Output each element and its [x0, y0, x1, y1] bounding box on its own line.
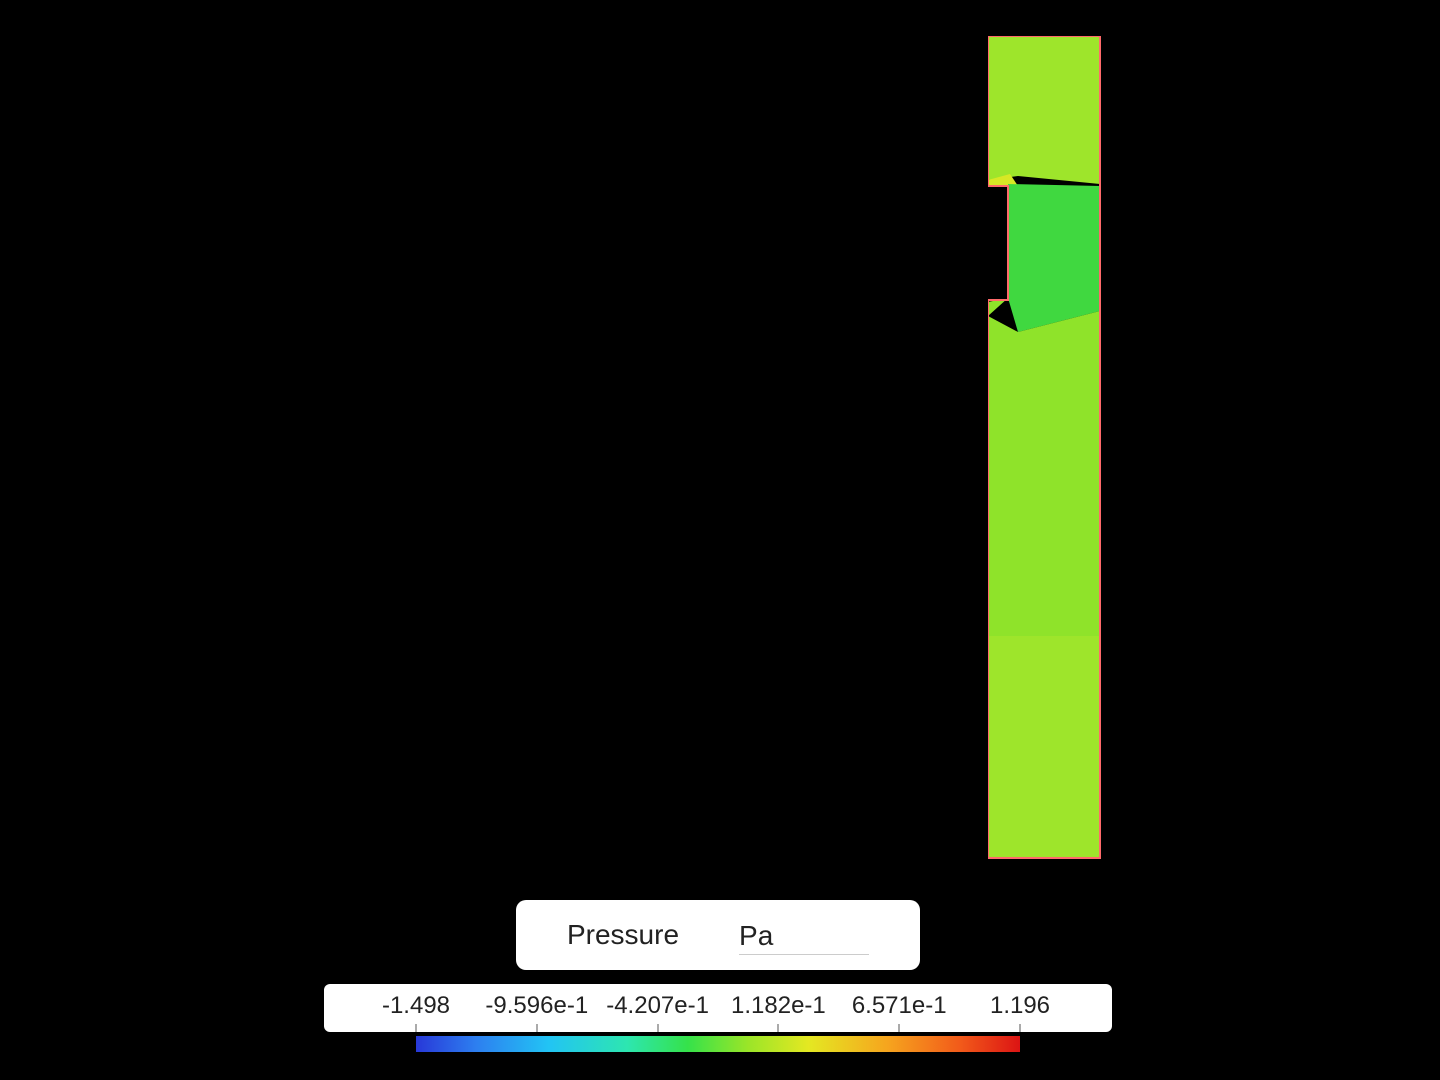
pressure-contour-geometry [988, 36, 1102, 860]
colorbar-tick-label: -1.498 [382, 992, 450, 1020]
colorbar-tick-label: -4.207e-1 [606, 992, 709, 1020]
contour-region-notch-green [1008, 184, 1100, 332]
colorbar-tick-mark [536, 1024, 537, 1032]
colorbar-tick-mark [657, 1024, 658, 1032]
colorbar-gradient-rect [416, 1036, 1020, 1052]
legend-quantity-label: Pressure [567, 919, 679, 951]
colorbar-tick-label: -9.596e-1 [485, 992, 588, 1020]
colorbar-tick-mark [899, 1024, 900, 1032]
colorbar-gradient [416, 1036, 1020, 1052]
contour-region-mid-lightgreen [988, 298, 1100, 636]
colorbar-tick-mark [416, 1024, 417, 1032]
legend-title-box: Pressure Pa [516, 900, 920, 970]
contour-region-lower-block [988, 636, 1100, 858]
colorbar-tick-label: 1.182e-1 [731, 992, 826, 1020]
legend-unit-wrap: Pa [739, 916, 869, 955]
colorbar-tick-mark [778, 1024, 779, 1032]
colorbar-tick-mark [1020, 1024, 1021, 1032]
colorbar-tick-box: -1.498 -9.596e-1 -4.207e-1 1.182e-1 6.571e-1… [324, 984, 1112, 1032]
contour-region-top-block [988, 36, 1100, 184]
legend-unit-label: Pa [739, 920, 773, 951]
colorbar-tick-label: 6.571e-1 [852, 992, 947, 1020]
simulation-viewport[interactable]: Pressure Pa -1.498 -9.596e-1 -4.207e-1 1.18… [0, 0, 1440, 1080]
colorbar-tick-label: 1.196 [990, 992, 1050, 1020]
